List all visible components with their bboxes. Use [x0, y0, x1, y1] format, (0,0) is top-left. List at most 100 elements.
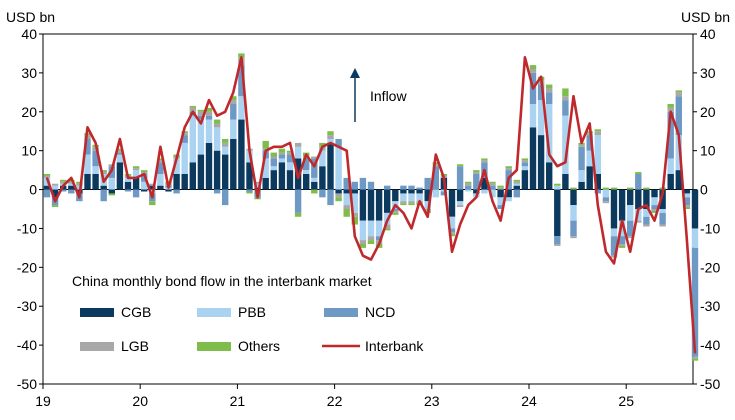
bar-ncd	[521, 162, 529, 167]
bar-pbb	[262, 158, 269, 178]
bar-cgb	[578, 181, 585, 190]
bar-lgb	[116, 150, 124, 153]
inflow-label: Inflow	[370, 88, 407, 104]
bar-ncd	[100, 189, 107, 202]
bar-others	[400, 203, 407, 206]
bar-ncd	[618, 236, 626, 244]
bar-ncd	[408, 185, 415, 190]
inflow-arrow-head	[350, 68, 360, 78]
bar-cgb	[246, 162, 253, 190]
bar-ncd	[319, 189, 326, 198]
bar-cgb	[497, 189, 504, 198]
bar-others	[238, 53, 245, 58]
y-tick-label-right: -20	[700, 259, 720, 275]
legend-title: China monthly bond flow in the interbank…	[72, 273, 372, 289]
bar-lgb	[189, 107, 196, 112]
bar-others	[157, 158, 164, 161]
bar-pbb	[513, 183, 520, 186]
bar-others	[497, 185, 504, 188]
bar-others	[351, 216, 358, 225]
bar-ncd	[335, 139, 342, 147]
bar-lgb	[521, 160, 529, 163]
interbank-point	[224, 110, 226, 113]
bar-others	[213, 119, 221, 124]
y-tick-label-left: 20	[21, 104, 37, 120]
bar-others	[197, 109, 205, 112]
interbank-point	[605, 250, 607, 253]
legend-label-ncd: NCD	[365, 304, 395, 320]
bar-cgb	[343, 189, 350, 194]
legend-label-pbb: PBB	[238, 304, 266, 320]
bar-lgb	[594, 131, 601, 136]
interbank-point	[354, 235, 356, 238]
bar-pbb	[505, 197, 512, 202]
bar-ncd	[424, 177, 431, 190]
bar-pbb	[278, 158, 286, 163]
bar-pbb	[294, 146, 302, 159]
bar-pbb	[157, 174, 164, 186]
bar-cgb	[68, 185, 75, 190]
bar-cgb	[197, 154, 205, 190]
y-tick-label-right: -40	[700, 337, 720, 353]
bar-ncd	[554, 236, 561, 244]
bar-cgb	[254, 187, 261, 190]
interbank-point	[475, 196, 478, 199]
y-tick-label-right: 10	[700, 143, 716, 159]
bar-lgb	[132, 168, 140, 171]
bar-ncd	[675, 96, 682, 136]
bar-others	[643, 187, 650, 190]
bar-lgb	[286, 152, 294, 155]
interbank-point	[208, 99, 210, 101]
bar-pbb	[432, 189, 439, 198]
bar-others	[51, 205, 59, 208]
bar-lgb	[230, 100, 237, 104]
interbank-point	[370, 258, 372, 261]
bar-others	[456, 164, 464, 167]
bar-ncd	[667, 111, 674, 159]
interbank-point	[532, 87, 534, 90]
bar-pbb	[691, 228, 699, 248]
bar-ncd	[465, 185, 472, 190]
bar-others	[627, 187, 634, 190]
x-tick-label: 21	[230, 393, 246, 409]
bar-lgb	[675, 92, 682, 97]
interbank-point	[192, 110, 194, 113]
bar-others	[667, 104, 674, 108]
bar-cgb	[181, 174, 188, 190]
bar-others	[448, 234, 456, 237]
bar-ncd	[294, 189, 302, 213]
bar-others	[359, 244, 367, 248]
bar-pbb	[181, 142, 188, 174]
y-tick-label-right: 0	[700, 182, 708, 198]
bar-pbb	[132, 170, 140, 178]
bar-pbb	[497, 197, 504, 206]
bar-lgb	[43, 175, 51, 178]
bar-lgb	[448, 232, 456, 235]
y-tick-label-left: 40	[21, 26, 37, 42]
y-tick-label-right: -30	[700, 298, 720, 314]
interbank-point	[240, 56, 243, 59]
bar-lgb	[497, 187, 504, 190]
bar-ncd	[327, 189, 334, 206]
y-tick-label-left: 10	[21, 143, 37, 159]
bar-cgb	[286, 170, 294, 190]
bar-lgb	[392, 210, 399, 213]
bar-cgb	[513, 185, 520, 190]
bar-lgb	[76, 183, 83, 186]
bar-ncd	[537, 84, 545, 101]
interbank-point	[305, 153, 308, 156]
bar-cgb	[610, 189, 618, 229]
bar-others	[311, 189, 318, 194]
bar-ncd	[448, 228, 456, 233]
bar-lgb	[659, 224, 666, 227]
bar-pbb	[286, 162, 294, 171]
bar-lgb	[68, 181, 75, 184]
bar-pbb	[205, 119, 213, 143]
interbank-point	[143, 173, 145, 175]
bar-others	[610, 187, 618, 190]
bar-lgb	[602, 201, 610, 204]
legend: CGB PBB NCD LGB Others Interbank	[80, 304, 424, 354]
bar-others	[270, 152, 277, 157]
bar-others	[189, 105, 196, 108]
